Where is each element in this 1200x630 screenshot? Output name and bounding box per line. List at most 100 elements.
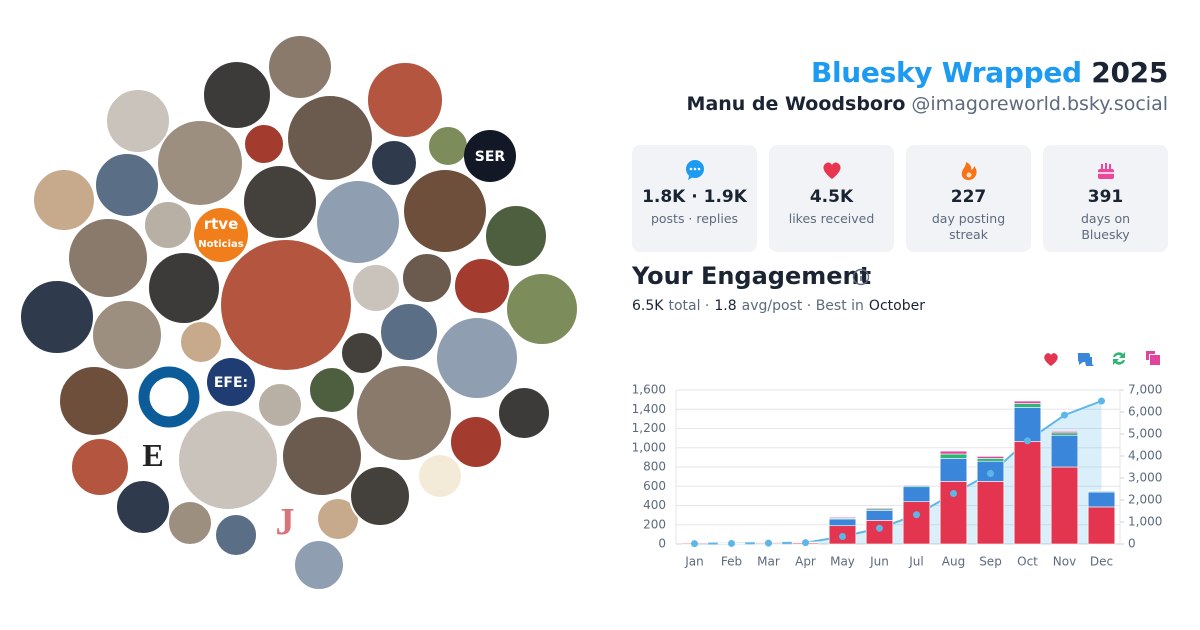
avatar xyxy=(194,208,248,262)
handle[interactable]: @imagoreworld.bsky.social xyxy=(911,93,1168,115)
stat-card: 227 day posting streak xyxy=(906,145,1031,252)
logo-text: Noticias xyxy=(198,239,244,250)
avatar xyxy=(419,455,461,497)
avatar xyxy=(167,500,213,546)
x-tick-label: Oct xyxy=(1017,555,1038,569)
avatar xyxy=(179,320,223,364)
y-tick-label: 1,200 xyxy=(632,421,666,435)
avatar xyxy=(32,168,96,232)
header: Bluesky Wrapped 2025 Manu de Woodsboro @i… xyxy=(687,56,1169,115)
stat-value: 1.8K · 1.9K xyxy=(642,187,747,207)
legend-swatch xyxy=(1077,353,1094,366)
line-point xyxy=(802,539,809,547)
avatar xyxy=(177,409,279,511)
y2-tick-label: 2,000 xyxy=(1128,493,1162,507)
streak-icon xyxy=(961,162,977,180)
x-tick-label: Sep xyxy=(979,555,1002,569)
logo-text: SER xyxy=(475,149,506,165)
bar-segment xyxy=(939,450,968,455)
bar-segment xyxy=(939,453,968,459)
stat-label: likes received xyxy=(788,211,875,226)
x-tick-label: Jun xyxy=(869,555,889,569)
avatar-cloud: rtve Noticias EFE: SER E J xyxy=(19,34,579,591)
avatar xyxy=(202,60,272,130)
info-icon[interactable] xyxy=(852,268,870,286)
avatar xyxy=(242,164,318,240)
stat-value: 227 xyxy=(950,187,987,207)
legend-icon[interactable] xyxy=(1044,353,1058,366)
stat-value: 391 xyxy=(1087,187,1124,207)
y-tick-label: 0 xyxy=(658,537,666,551)
bar-segment xyxy=(1050,466,1079,545)
x-tick-label: May xyxy=(830,555,855,569)
avatar xyxy=(355,364,453,462)
y2-tick-label: 0 xyxy=(1128,537,1136,551)
line-point xyxy=(876,524,883,532)
avatar xyxy=(366,61,444,139)
x-tick-label: Aug xyxy=(942,555,965,569)
avatar xyxy=(115,479,171,535)
avatar xyxy=(94,152,160,218)
avatar xyxy=(449,415,503,469)
bar-segment xyxy=(1013,441,1042,545)
bar-segment xyxy=(902,484,931,486)
y2-tick-label: 6,000 xyxy=(1128,405,1162,419)
line-point xyxy=(691,540,698,548)
avatar xyxy=(207,358,255,406)
avatar xyxy=(497,386,551,440)
y2-tick-label: 1,000 xyxy=(1128,515,1162,529)
y2-tick-label: 4,000 xyxy=(1128,449,1162,463)
bar-segment xyxy=(902,486,931,502)
x-tick-label: Jan xyxy=(684,555,704,569)
cake-icon xyxy=(1097,163,1114,179)
avatar xyxy=(91,299,163,371)
bar-segment xyxy=(902,501,931,545)
avatar xyxy=(308,366,356,414)
x-tick-label: Dec xyxy=(1090,555,1113,569)
legend-icon[interactable] xyxy=(1146,351,1160,365)
avatar xyxy=(214,513,258,557)
avatar xyxy=(70,437,130,497)
engagement-chart: 0 200 400 600 800 1,000 1,200 1,400 1,600 0 1,000 2… xyxy=(632,383,1163,569)
bar-segment xyxy=(1087,491,1116,508)
legend-icon[interactable] xyxy=(1113,352,1125,365)
line-point xyxy=(913,511,920,519)
title-text: Bluesky Wrapped xyxy=(810,56,1082,89)
stat-label: days on Bluesky xyxy=(1080,211,1131,242)
bar-segment xyxy=(865,510,894,521)
bar-segment xyxy=(865,520,894,545)
bar-segment xyxy=(1050,434,1079,468)
y-tick-label: 800 xyxy=(643,460,666,474)
stat-label: day posting streak xyxy=(931,211,1006,242)
logo-text: rtve xyxy=(204,215,239,233)
y-tick-label: 1,600 xyxy=(632,383,666,397)
x-tick-label: Apr xyxy=(795,555,816,569)
avatar xyxy=(58,365,130,437)
avatar xyxy=(315,179,401,265)
legend-icon[interactable] xyxy=(1077,353,1094,366)
avatar xyxy=(143,200,193,250)
avatar xyxy=(340,331,384,375)
avatar xyxy=(19,279,95,355)
bar-segment xyxy=(976,458,1005,462)
avatar xyxy=(243,123,285,165)
avatar xyxy=(263,498,307,542)
summary-part: 1.8 xyxy=(714,298,737,314)
avatar xyxy=(401,252,453,304)
legend-swatch xyxy=(1113,352,1125,365)
legend-swatch xyxy=(1146,351,1160,365)
y2-tick-label: 3,000 xyxy=(1128,471,1162,485)
legend xyxy=(1044,351,1160,366)
line-point xyxy=(765,539,772,547)
line-point xyxy=(1061,411,1068,419)
avatar xyxy=(435,316,519,400)
summary: 6.5K total · 1.8 avg/post · Best in October xyxy=(632,298,925,314)
stat-value: 4.5K xyxy=(809,187,854,207)
avatar xyxy=(453,257,511,315)
stat-card: 4.5K likes received xyxy=(769,145,894,252)
bar-segment xyxy=(865,507,894,510)
summary-part: 6.5K xyxy=(632,298,664,314)
x-tick-label: Mar xyxy=(757,555,780,569)
avatar xyxy=(402,168,488,254)
